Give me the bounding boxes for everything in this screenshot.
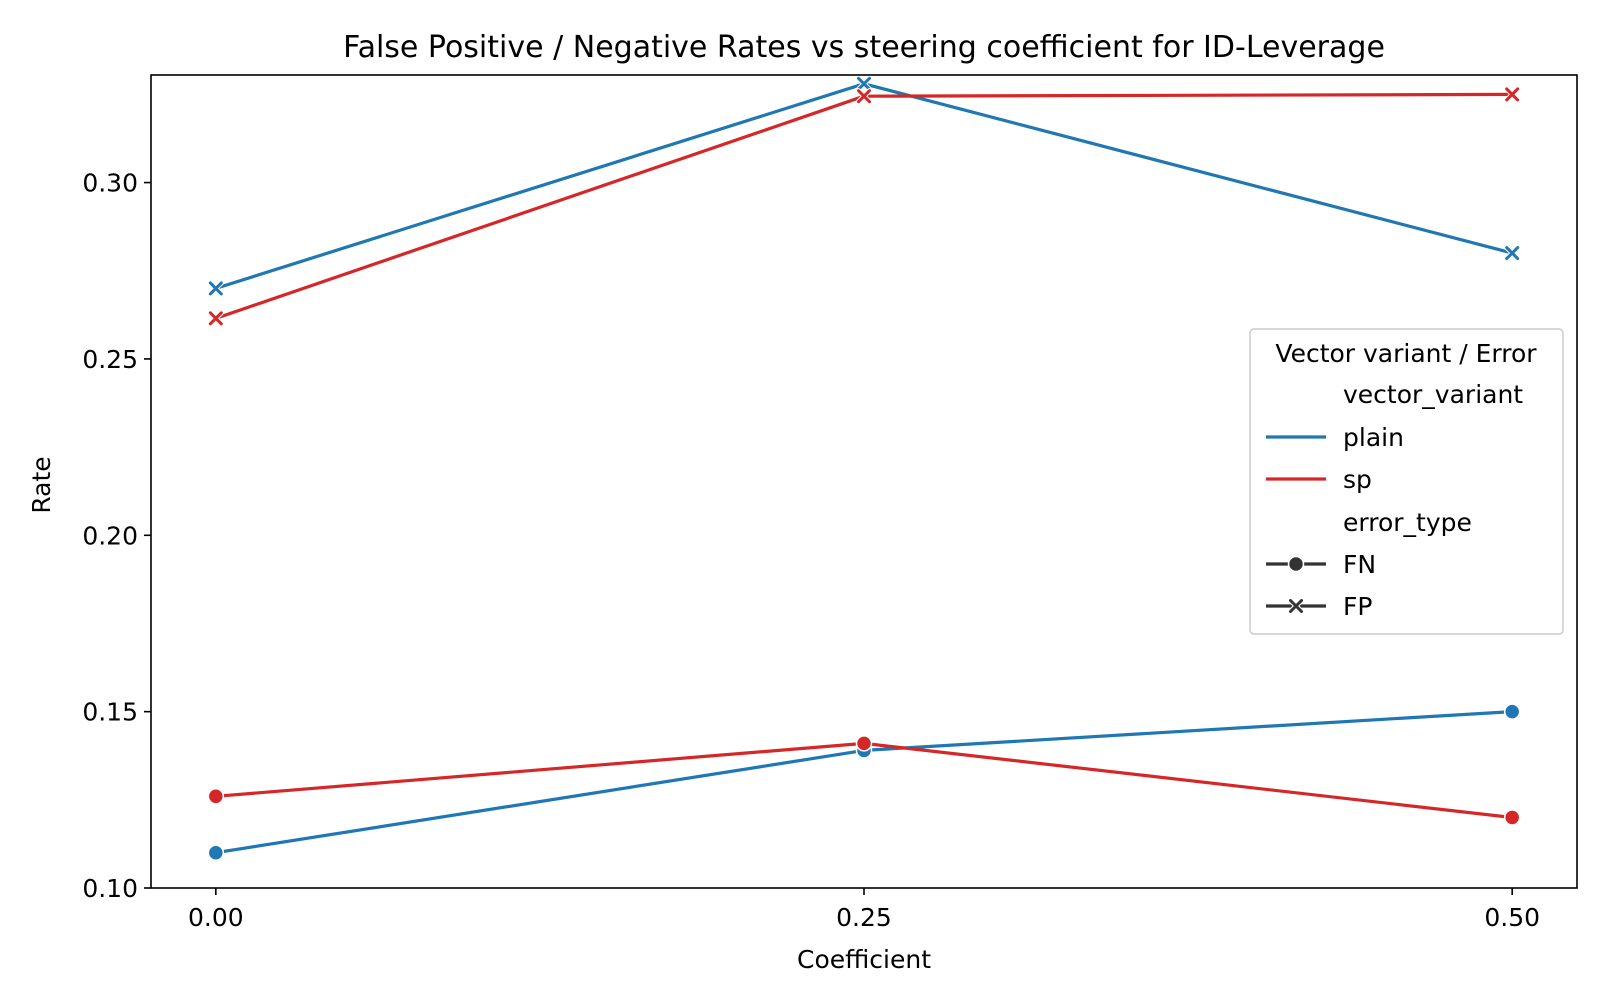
x-tick-label: 0.25 xyxy=(836,903,892,932)
legend-label-sp: sp xyxy=(1343,465,1372,494)
y-tick-label: 0.10 xyxy=(82,874,138,903)
legend-label-error-type: error_type xyxy=(1343,508,1472,537)
y-axis-label: Rate xyxy=(27,456,56,513)
legend-label-fn: FN xyxy=(1343,550,1376,579)
data-point-sp-fp xyxy=(208,311,223,326)
legend-label-vector-variant: vector_variant xyxy=(1343,380,1523,409)
legend-label-plain: plain xyxy=(1343,423,1404,452)
series-line-plain-fp xyxy=(215,82,1513,290)
data-point-sp-fn xyxy=(1503,809,1521,826)
series-layer xyxy=(207,75,1521,861)
legend: Vector variant / Error vector_variantpla… xyxy=(1249,328,1564,635)
series-line-plain-fn xyxy=(215,710,1513,855)
y-tick-label: 0.30 xyxy=(82,169,138,198)
data-point-plain-fp xyxy=(857,76,871,91)
ticks-layer: 0.10 0.15 0.20 0.25 0.30 0.00 0.25 0.50 xyxy=(82,169,1540,932)
y-tick-label: 0.25 xyxy=(82,345,138,374)
x-axis-label: Coefficient xyxy=(797,945,931,974)
data-point-sp-fp-stroke-b xyxy=(857,89,871,104)
series-line-sp-fp xyxy=(215,92,1513,320)
chart-title: False Positive / Negative Rates vs steer… xyxy=(343,30,1385,65)
legend-label-fp: FP xyxy=(1343,592,1372,621)
data-point-sp-fp-stroke-b xyxy=(208,311,223,326)
data-point-plain-fp-stroke-b xyxy=(857,76,871,91)
series-sp-fp xyxy=(207,86,1521,327)
data-point-sp-fp-stroke-b xyxy=(1505,87,1520,102)
data-point-plain-fn xyxy=(1503,703,1521,720)
data-point-plain-fp xyxy=(1505,246,1520,261)
data-point-sp-fn xyxy=(207,788,225,805)
data-point-sp-fp xyxy=(1505,87,1520,102)
data-point-plain-fp-stroke-b xyxy=(208,281,223,296)
x-tick-label: 0.50 xyxy=(1484,903,1540,932)
y-tick-label: 0.15 xyxy=(82,698,138,727)
legend-title: Vector variant / Error xyxy=(1275,339,1537,368)
plot-frame xyxy=(150,74,1578,889)
data-point-plain-fp xyxy=(208,281,223,296)
x-tick-label: 0.00 xyxy=(188,903,244,932)
series-plain-fp xyxy=(207,75,1521,297)
data-point-plain-fn xyxy=(207,844,225,861)
data-point-sp-fn xyxy=(855,735,873,752)
data-point-plain-fp-stroke-b xyxy=(1505,246,1520,261)
y-tick-label: 0.20 xyxy=(82,521,138,550)
legend-marker-fn xyxy=(1287,555,1305,573)
data-point-sp-fp xyxy=(857,89,871,104)
legend-marker-fp xyxy=(1289,599,1303,613)
legend-box xyxy=(1249,328,1564,635)
legend-marker-fp-stroke-b xyxy=(1289,599,1303,613)
series-sp-fn xyxy=(207,735,1521,826)
